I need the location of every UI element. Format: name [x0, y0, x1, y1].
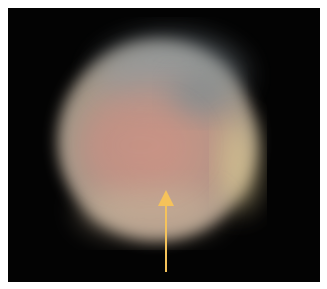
bright-limb	[220, 120, 256, 210]
dark-region	[170, 73, 230, 117]
reddish-region	[85, 105, 195, 185]
planet	[57, 40, 257, 240]
southern-region	[80, 185, 220, 235]
telescope-image	[0, 0, 327, 289]
